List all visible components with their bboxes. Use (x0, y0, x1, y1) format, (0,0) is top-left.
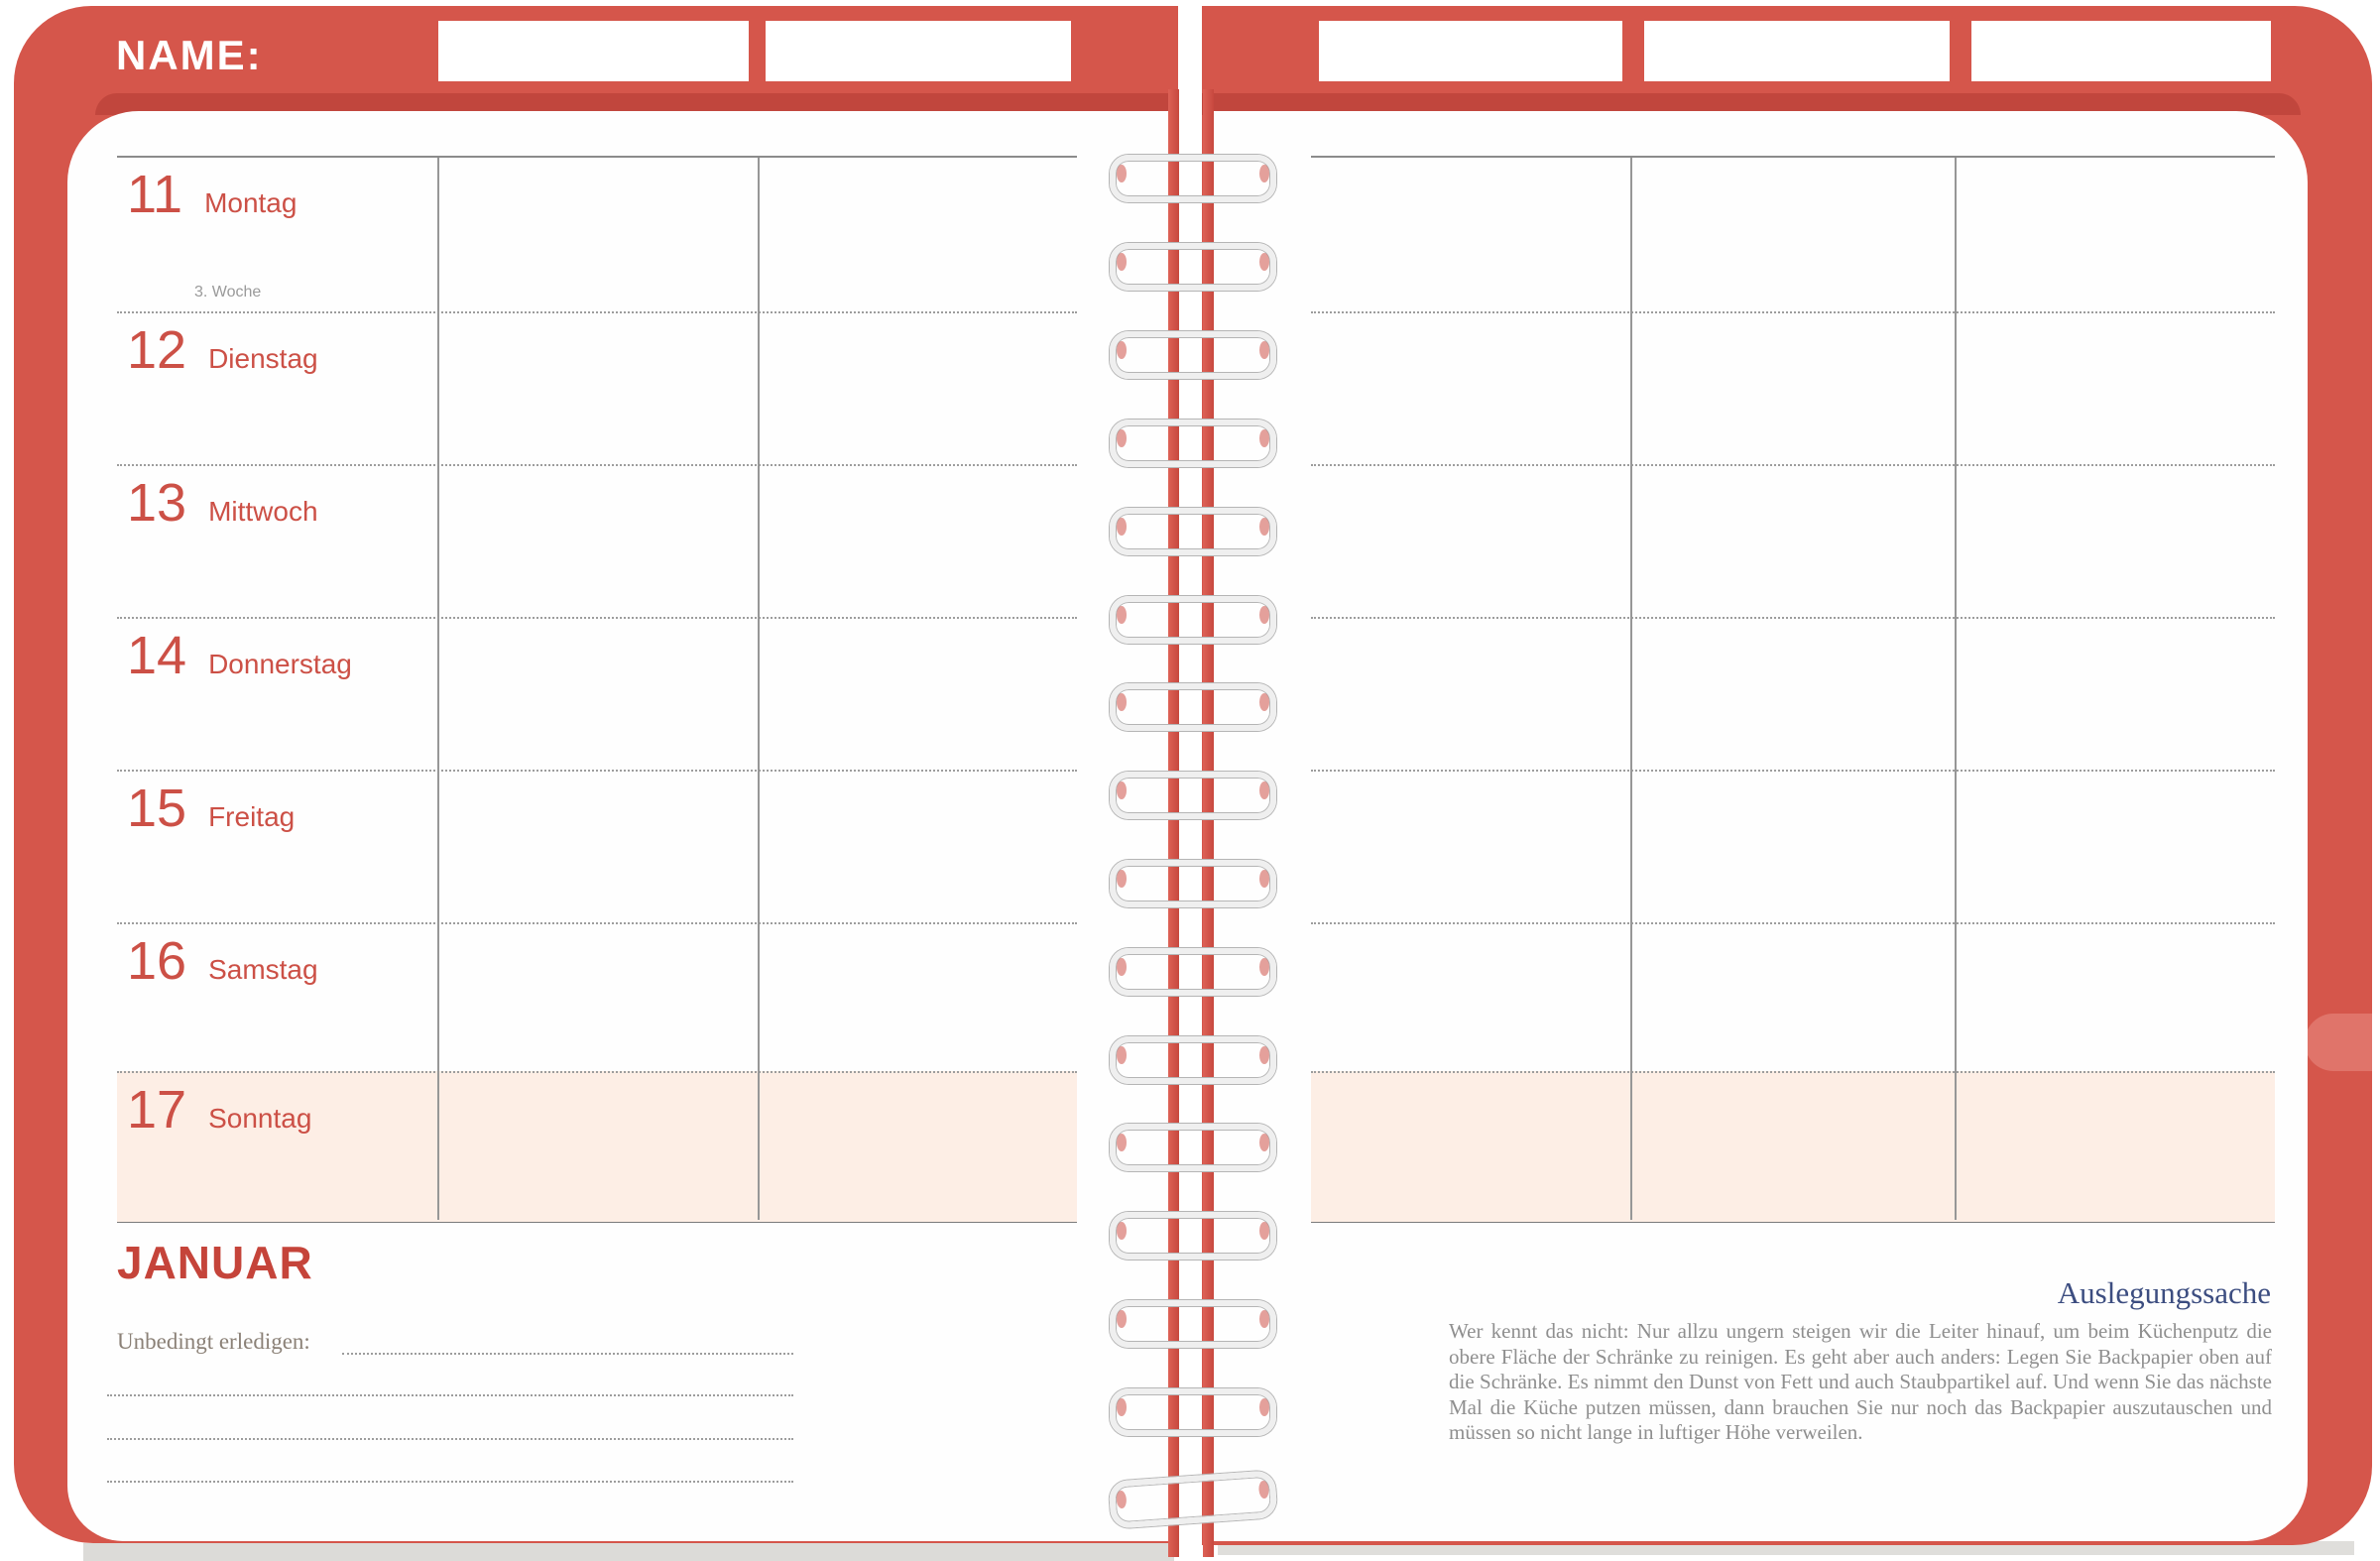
spiral-coil (1110, 420, 1276, 467)
spiral-coil (1110, 243, 1276, 291)
notes-row (1311, 311, 2275, 466)
article-title: Auslegungssache (2057, 1275, 2271, 1310)
cover-seam-highlight (2305, 1014, 2372, 1071)
grid-column-divider (1955, 158, 1957, 1220)
day-label: 15 Freitag (127, 781, 295, 835)
day-row-wednesday: 13 Mittwoch (117, 464, 1077, 619)
todo-write-line (342, 1353, 793, 1355)
page-left (67, 111, 1168, 1541)
day-number: 16 (127, 931, 187, 991)
spiral-coil (1110, 155, 1276, 202)
todo-write-line (107, 1481, 793, 1483)
grid-column-divider (1630, 158, 1632, 1220)
header-write-in-box (1971, 21, 2271, 81)
name-label: NAME: (116, 32, 263, 78)
spiral-coil (1110, 596, 1276, 644)
day-row-friday: 15 Freitag (117, 770, 1077, 924)
spiral-coil (1110, 331, 1276, 379)
day-label: 12 Dienstag (127, 323, 318, 377)
spiral-coil (1110, 948, 1276, 996)
day-label: 16 Samstag (127, 934, 318, 988)
day-number: 13 (127, 473, 187, 533)
day-row-thursday: 14 Donnerstag (117, 617, 1077, 772)
spiral-coil (1110, 772, 1276, 819)
notes-row (1311, 158, 2275, 311)
page-right (1214, 111, 2308, 1541)
spiral-coil (1110, 683, 1276, 731)
week-number-note: 3. Woche (194, 284, 262, 300)
header-write-in-box (766, 21, 1071, 81)
cover-inner-edge-left (95, 93, 1178, 115)
day-row-sunday: 17 Sonntag (117, 1071, 1077, 1222)
todo-write-line (107, 1394, 793, 1396)
spiral-coil (1110, 508, 1276, 555)
todo-label: Unbedingt erledigen: (117, 1329, 310, 1354)
week-grid-left: 11 Montag 12 Dienstag 13 Mittwoch 14 Don… (117, 156, 1077, 1223)
spiral-coil (1110, 1036, 1276, 1084)
day-number: 11 (127, 165, 183, 224)
day-name: Montag (204, 187, 298, 218)
spine-bar-left (1168, 89, 1179, 1557)
day-row-tuesday: 12 Dienstag (117, 311, 1077, 466)
header-write-in-box (438, 21, 749, 81)
spine-bar-right (1203, 89, 1214, 1557)
notes-row (1311, 617, 2275, 772)
day-label: 14 Donnerstag (127, 629, 352, 682)
day-row-monday: 11 Montag (117, 158, 1077, 311)
cover-inner-edge-right (1202, 93, 2301, 115)
spiral-coil (1110, 1124, 1276, 1171)
day-name: Donnerstag (208, 649, 352, 679)
day-number: 12 (127, 320, 187, 380)
article-body: Wer kennt das nicht: Nur allzu ungern st… (1449, 1319, 2272, 1444)
spiral-coil (1110, 1300, 1276, 1348)
grid-column-divider (758, 158, 760, 1220)
notes-row-sunday (1311, 1071, 2275, 1222)
header-write-in-box (1644, 21, 1950, 81)
todo-write-line (107, 1438, 793, 1440)
day-number: 14 (127, 626, 187, 685)
week-grid-right (1311, 156, 2275, 1223)
day-name: Freitag (208, 801, 296, 832)
day-name: Samstag (208, 954, 318, 985)
notes-row (1311, 464, 2275, 619)
spiral-coil (1110, 1388, 1276, 1436)
day-label: 17 Sonntag (127, 1083, 311, 1137)
day-number: 15 (127, 779, 187, 838)
spiral-coil (1110, 860, 1276, 907)
notes-row (1311, 922, 2275, 1073)
day-label: 13 Mittwoch (127, 476, 318, 530)
header-write-in-box (1319, 21, 1622, 81)
page-stack-edge-left (83, 1543, 1174, 1561)
grid-column-divider (437, 158, 439, 1220)
day-row-saturday: 16 Samstag (117, 922, 1077, 1073)
day-name: Mittwoch (208, 496, 318, 527)
day-name: Sonntag (208, 1103, 312, 1134)
day-name: Dienstag (208, 343, 318, 374)
notes-row (1311, 770, 2275, 924)
day-label: 11 Montag (127, 168, 297, 221)
month-title: JANUAR (117, 1237, 313, 1288)
day-number: 17 (127, 1080, 187, 1140)
spiral-coil (1110, 1212, 1276, 1260)
